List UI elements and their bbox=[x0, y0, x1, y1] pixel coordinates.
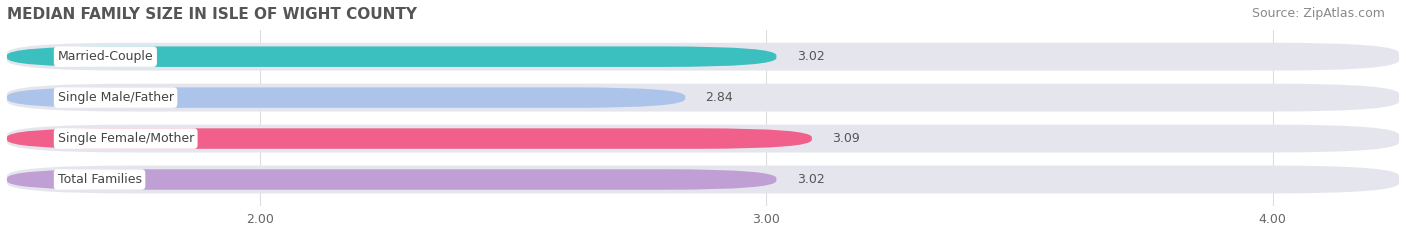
Text: Married-Couple: Married-Couple bbox=[58, 50, 153, 63]
FancyBboxPatch shape bbox=[7, 46, 776, 67]
Text: 3.02: 3.02 bbox=[797, 50, 824, 63]
Text: Single Male/Father: Single Male/Father bbox=[58, 91, 173, 104]
Text: 3.09: 3.09 bbox=[832, 132, 860, 145]
FancyBboxPatch shape bbox=[7, 84, 1399, 112]
FancyBboxPatch shape bbox=[7, 87, 685, 108]
Text: MEDIAN FAMILY SIZE IN ISLE OF WIGHT COUNTY: MEDIAN FAMILY SIZE IN ISLE OF WIGHT COUN… bbox=[7, 7, 418, 22]
Text: 3.02: 3.02 bbox=[797, 173, 824, 186]
Text: Total Families: Total Families bbox=[58, 173, 142, 186]
FancyBboxPatch shape bbox=[7, 169, 776, 190]
FancyBboxPatch shape bbox=[7, 43, 1399, 71]
Text: Source: ZipAtlas.com: Source: ZipAtlas.com bbox=[1251, 7, 1385, 20]
FancyBboxPatch shape bbox=[7, 128, 811, 149]
FancyBboxPatch shape bbox=[7, 166, 1399, 193]
FancyBboxPatch shape bbox=[7, 125, 1399, 152]
Text: 2.84: 2.84 bbox=[706, 91, 734, 104]
Text: Single Female/Mother: Single Female/Mother bbox=[58, 132, 194, 145]
